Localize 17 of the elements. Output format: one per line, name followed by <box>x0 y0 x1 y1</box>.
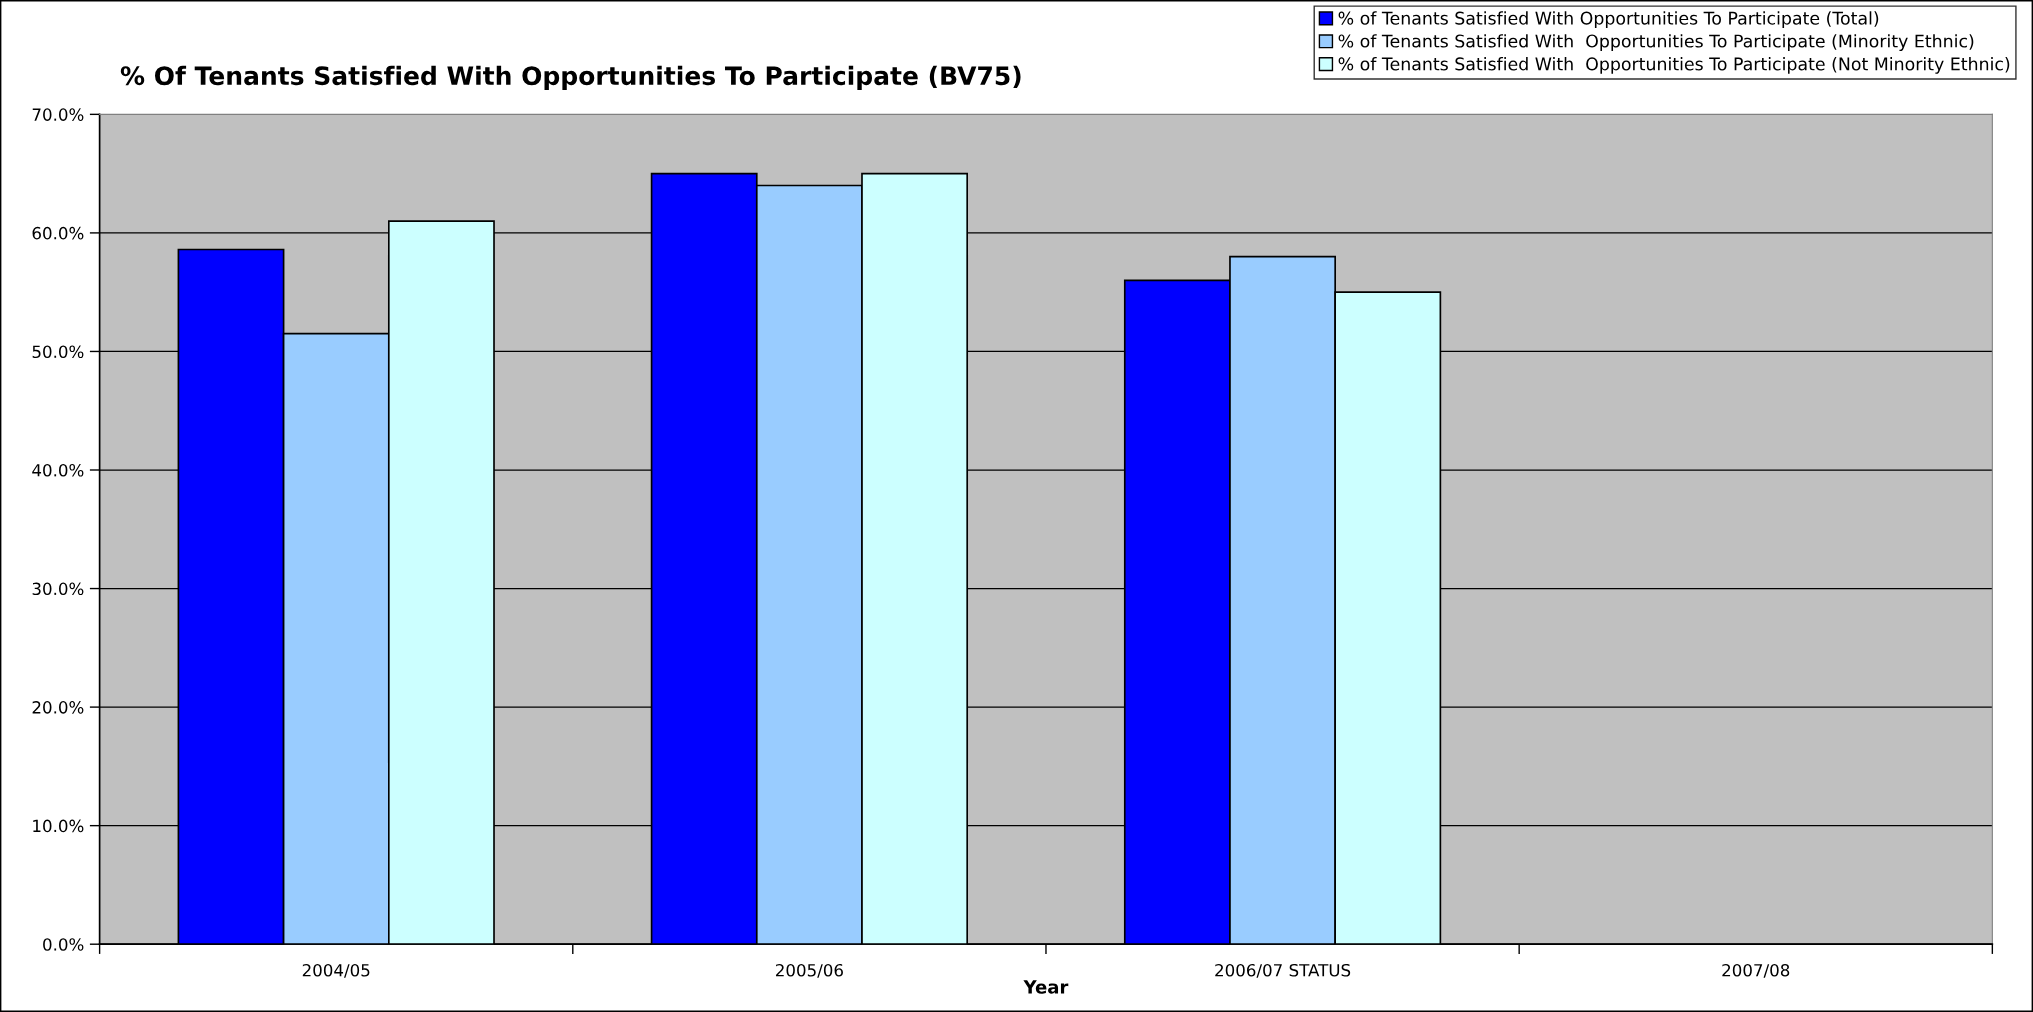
y-tick-label: 70.0% <box>32 108 84 121</box>
y-tick-label: 40.0% <box>32 463 84 477</box>
chart-title: % Of Tenants Satisfied With Opportunities To Participate (BV75) <box>120 65 1021 91</box>
legend-label: % of Tenants Satisfied With Opportunities To Participate (Not Minority Ethnic) <box>1338 57 2010 74</box>
y-tick-label: 30.0% <box>32 582 84 596</box>
y-tick-label: 0.0% <box>43 938 84 951</box>
y-tick-label: 60.0% <box>32 226 84 240</box>
x-tick-label: 2004/05 <box>302 963 370 978</box>
legend-label: % of Tenants Satisfied With Opportunities To Participate (Total) <box>1338 11 1879 29</box>
x-tick-label: 2006/07 STATUS <box>1215 963 1351 978</box>
y-tick-label: 50.0% <box>32 345 84 359</box>
x-tick-label: 2005/06 <box>775 963 843 978</box>
y-tick-label: 10.0% <box>33 819 84 833</box>
x-axis-title: Year <box>1023 980 1069 994</box>
y-tick-label: 20.0% <box>32 701 84 714</box>
x-tick-label: 2007/08 <box>1722 963 1790 978</box>
legend-label: % of Tenants Satisfied With Opportunities To Participate (Minority Ethnic) <box>1338 34 1974 51</box>
